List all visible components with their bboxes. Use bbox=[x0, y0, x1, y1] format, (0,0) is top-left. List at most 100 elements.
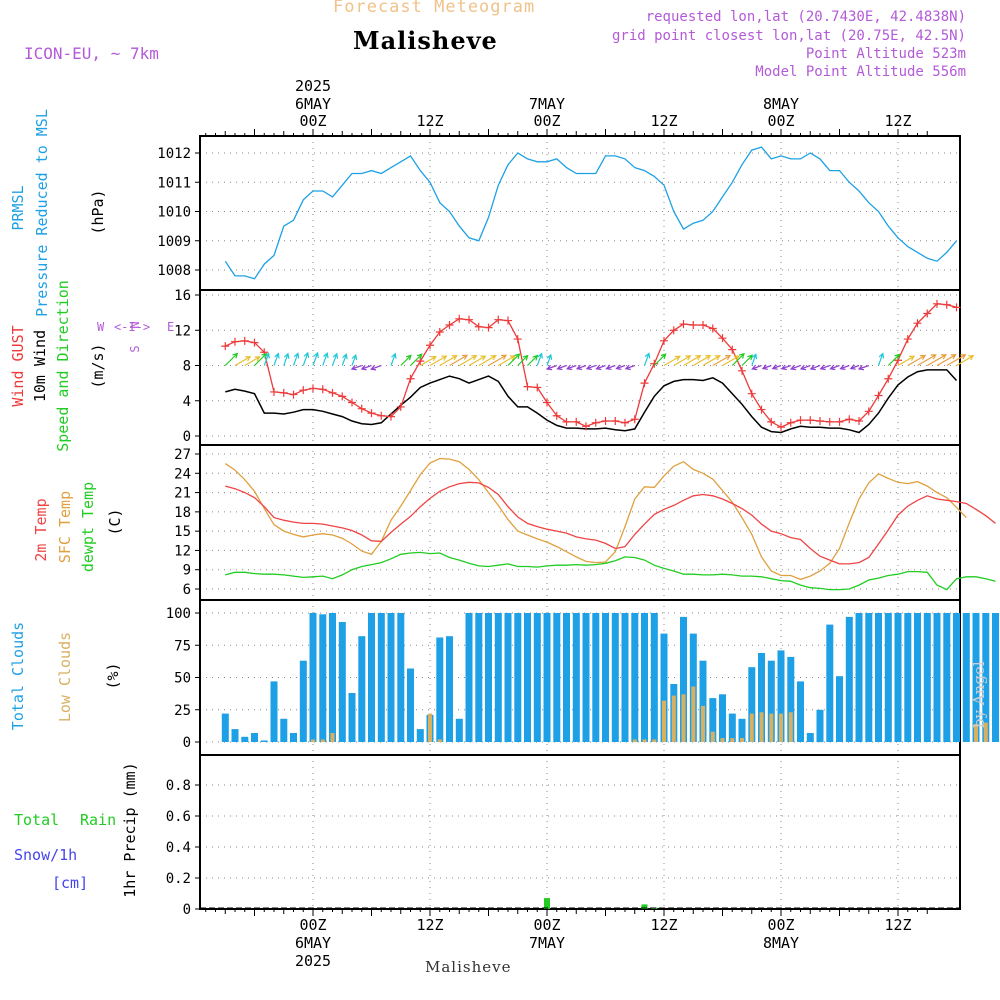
ytick-label-temperature: 12 bbox=[174, 543, 191, 559]
top-date-label: 6MAY bbox=[295, 95, 331, 113]
low-cloud-bar bbox=[671, 695, 676, 742]
total-cloud-bar bbox=[894, 613, 902, 742]
wind-direction-arrow bbox=[546, 364, 558, 371]
wind-direction-arrow bbox=[849, 364, 860, 370]
wind-gust-marker bbox=[455, 314, 464, 323]
wind-direction-arrow bbox=[946, 354, 967, 367]
wind-gust-marker bbox=[240, 336, 249, 345]
wind-gust-marker bbox=[718, 334, 727, 343]
total-cloud-bar bbox=[602, 613, 609, 742]
total-cloud-bar bbox=[358, 636, 366, 742]
temp-label-2m: 2m Temp bbox=[32, 498, 50, 561]
ytick-label-precipitation: 0 bbox=[183, 902, 191, 918]
wind-unit: (m/s) bbox=[89, 343, 107, 388]
total-cloud-bar bbox=[738, 718, 746, 742]
wind-direction-arrow bbox=[653, 353, 667, 366]
low-cloud-bar bbox=[642, 739, 647, 742]
wind-label-direction: Speed and Direction bbox=[54, 280, 72, 452]
wind-gust-marker bbox=[903, 335, 912, 344]
low-cloud-bar bbox=[681, 694, 686, 742]
wind-gust-marker bbox=[533, 383, 542, 392]
total-cloud-bar bbox=[641, 613, 648, 742]
precip-label-snow: Snow/1h bbox=[14, 846, 77, 864]
top-time-label: 12Z bbox=[884, 112, 911, 130]
wind-direction-arrow bbox=[761, 364, 772, 370]
wind-gust-marker bbox=[767, 417, 776, 426]
wind-gust-marker bbox=[289, 390, 298, 399]
total-cloud-bar bbox=[231, 729, 239, 742]
wind-direction-arrow bbox=[360, 364, 372, 371]
wind-direction-arrow bbox=[605, 364, 616, 370]
wind-direction-arrow bbox=[624, 364, 636, 371]
ytick-label-wind: 8 bbox=[183, 359, 191, 375]
wind-direction-arrow bbox=[488, 354, 508, 367]
wind-direction-arrow bbox=[712, 354, 732, 367]
panel-frame-pressure bbox=[199, 135, 961, 291]
temp-label-dewpt: dewpt Temp bbox=[79, 482, 97, 572]
grid-point-coords: grid point closest lon,lat (20.75E, 42.5… bbox=[611, 28, 966, 44]
wind-direction-arrow bbox=[546, 353, 553, 366]
credit-text: by Angel bbox=[970, 661, 988, 728]
model-point-altitude: Model Point Altitude 556m bbox=[755, 64, 966, 80]
total-cloud-bar bbox=[553, 613, 561, 742]
wind-direction-arrow bbox=[370, 364, 382, 371]
total-cloud-bar bbox=[943, 613, 951, 742]
wind-gust-marker bbox=[465, 315, 473, 324]
wind-direction-arrow bbox=[420, 355, 437, 367]
point-altitude: Point Altitude 523m bbox=[805, 46, 966, 62]
low-cloud-bar bbox=[759, 712, 764, 742]
wind-direction-arrow bbox=[857, 364, 870, 371]
wind-direction-arrow bbox=[575, 364, 587, 371]
total-cloud-bar bbox=[241, 736, 249, 742]
low-cloud-bar bbox=[662, 700, 666, 742]
low-cloud-bar bbox=[691, 686, 696, 742]
wind-direction-arrow bbox=[350, 364, 363, 371]
ytick-label-temperature: 6 bbox=[183, 582, 191, 598]
wind-gust-marker bbox=[435, 328, 444, 337]
wind-direction-arrow bbox=[410, 353, 423, 366]
wind-direction-arrow bbox=[819, 364, 831, 371]
requested-coords: requested lon,lat (20.7430E, 42.4838N) bbox=[645, 9, 966, 25]
wind-gust-marker bbox=[543, 398, 551, 407]
wind-direction-arrow bbox=[663, 355, 681, 367]
wind-gust-marker bbox=[650, 359, 659, 368]
total-cloud-bar bbox=[260, 740, 268, 742]
wind-gust-marker bbox=[855, 417, 863, 426]
top-time-label: 00Z bbox=[299, 112, 326, 130]
wind-gust-marker bbox=[757, 405, 766, 414]
wind-gust-marker bbox=[923, 309, 932, 318]
low-cloud-bar bbox=[311, 739, 315, 742]
wind-gust-marker bbox=[845, 415, 854, 424]
ytick-label-clouds: 25 bbox=[174, 703, 191, 719]
total-cloud-bar bbox=[270, 681, 278, 742]
bottom-time-label: 12Z bbox=[884, 916, 911, 934]
wind-gust-marker bbox=[367, 409, 376, 418]
low-cloud-bar bbox=[701, 705, 705, 742]
total-cloud-bar bbox=[748, 667, 756, 742]
wind-direction-arrow bbox=[751, 353, 758, 366]
compass-north: N bbox=[128, 321, 142, 328]
total-cloud-bar bbox=[455, 718, 463, 742]
low-cloud-bar bbox=[710, 731, 715, 742]
location-title: Malisheve bbox=[353, 26, 498, 55]
bottom-time-label: 00Z bbox=[767, 916, 794, 934]
total-cloud-bar bbox=[806, 733, 814, 742]
total-cloud-bar bbox=[719, 694, 726, 742]
pressure-label-prmsl: PRMSL bbox=[9, 185, 27, 230]
ytick-label-clouds: 75 bbox=[174, 638, 191, 654]
ytick-label-temperature: 15 bbox=[174, 524, 191, 540]
total-cloud-bar bbox=[855, 613, 863, 742]
wind-direction-arrow bbox=[322, 352, 329, 366]
total-cloud-bar bbox=[709, 698, 717, 742]
total-cloud-bar bbox=[290, 733, 297, 742]
cloud-label-total: Total Clouds bbox=[9, 622, 27, 730]
wind-direction-arrow bbox=[458, 354, 478, 367]
total-cloud-bar bbox=[904, 613, 912, 742]
wind-gust-marker bbox=[279, 388, 288, 397]
bottom-time-label: 12Z bbox=[416, 916, 443, 934]
total-cloud-bar bbox=[387, 613, 395, 742]
total-cloud-bar bbox=[923, 613, 931, 742]
wind-direction-arrow bbox=[468, 355, 487, 367]
wind-direction-arrow bbox=[439, 355, 458, 367]
wind-direction-arrow bbox=[527, 354, 539, 366]
